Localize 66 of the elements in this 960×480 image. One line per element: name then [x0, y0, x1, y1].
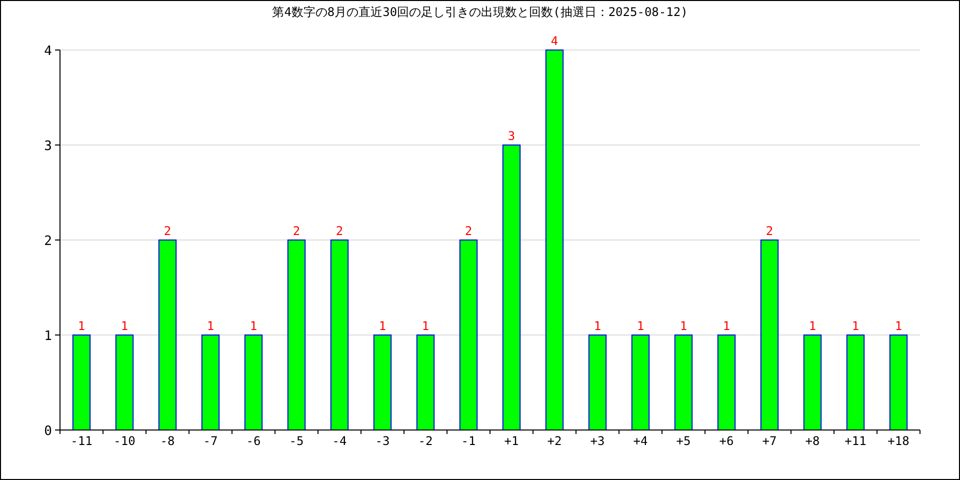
bar	[459, 240, 478, 430]
x-tick-label: -1	[461, 434, 476, 448]
data-label: 1	[78, 319, 86, 333]
x-tick-label: -7	[203, 434, 218, 448]
x-tick-label: +2	[547, 434, 562, 448]
data-label: 2	[164, 224, 172, 238]
x-tick-label: +1	[504, 434, 519, 448]
y-tick-label: 1	[44, 329, 52, 344]
bar	[760, 240, 779, 430]
x-tick-label: -2	[418, 434, 433, 448]
data-label: 2	[336, 224, 344, 238]
bar	[287, 240, 306, 430]
x-tick-label: +3	[590, 434, 605, 448]
y-tick-label: 3	[44, 139, 52, 154]
x-tick-label: +11	[844, 434, 866, 448]
x-tick-label: +5	[676, 434, 691, 448]
bar	[674, 334, 693, 430]
y-tick-label: 2	[44, 234, 52, 249]
data-label: 2	[292, 224, 300, 238]
x-tick-label: -11	[70, 434, 92, 448]
bar	[244, 334, 263, 430]
data-label: 1	[250, 319, 258, 333]
bar	[502, 144, 521, 430]
data-label: 1	[894, 319, 902, 333]
data-label: 4	[550, 34, 558, 48]
data-label: 2	[766, 224, 774, 238]
x-tick-label: -4	[332, 434, 347, 448]
x-tick-label: +7	[762, 434, 777, 448]
x-tick-label: +4	[633, 434, 648, 448]
bar	[330, 240, 349, 430]
bar	[115, 334, 134, 430]
data-label: 1	[422, 319, 430, 333]
y-tick-label: 0	[44, 424, 52, 439]
bar	[717, 334, 736, 430]
bar	[201, 334, 220, 430]
data-label: 1	[594, 319, 602, 333]
x-tick-label: +8	[805, 434, 820, 448]
x-tick-label: +6	[719, 434, 734, 448]
data-label: 3	[508, 129, 516, 143]
bar	[846, 334, 865, 430]
bar	[803, 334, 822, 430]
data-label: 1	[120, 319, 128, 333]
chart-title: 第4数字の8月の直近30回の足し引きの出現数と回数(抽選日：2025-08-12)	[272, 5, 688, 19]
data-label: 1	[808, 319, 816, 333]
x-tick-label: -8	[160, 434, 175, 448]
bar	[545, 50, 564, 430]
x-tick-label: -5	[289, 434, 304, 448]
data-label: 1	[636, 319, 644, 333]
bar	[72, 334, 91, 430]
bar	[588, 334, 607, 430]
data-label: 2	[464, 224, 472, 238]
data-label: 1	[206, 319, 214, 333]
y-tick-label: 4	[44, 44, 52, 59]
bar	[631, 334, 650, 430]
data-label: 1	[680, 319, 688, 333]
data-label: 1	[852, 319, 860, 333]
data-label: 1	[378, 319, 386, 333]
x-tick-label: +18	[888, 434, 910, 448]
x-tick-label: -6	[246, 434, 261, 448]
data-label: 1	[722, 319, 730, 333]
x-tick-label: -3	[375, 434, 390, 448]
bar	[889, 334, 908, 430]
bar	[416, 334, 435, 430]
x-tick-label: -10	[114, 434, 136, 448]
bar	[158, 240, 177, 430]
bar	[373, 334, 392, 430]
